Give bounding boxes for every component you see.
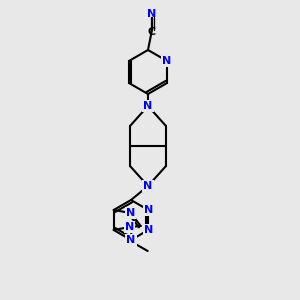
Text: N: N	[143, 181, 153, 191]
Text: C: C	[148, 27, 156, 37]
Text: N: N	[144, 205, 153, 215]
Text: N: N	[125, 222, 134, 232]
Text: N: N	[147, 9, 157, 19]
Text: N: N	[126, 208, 135, 218]
Text: N: N	[143, 101, 153, 111]
Text: N: N	[162, 56, 172, 66]
Text: N: N	[126, 235, 136, 245]
Text: N: N	[144, 225, 153, 235]
